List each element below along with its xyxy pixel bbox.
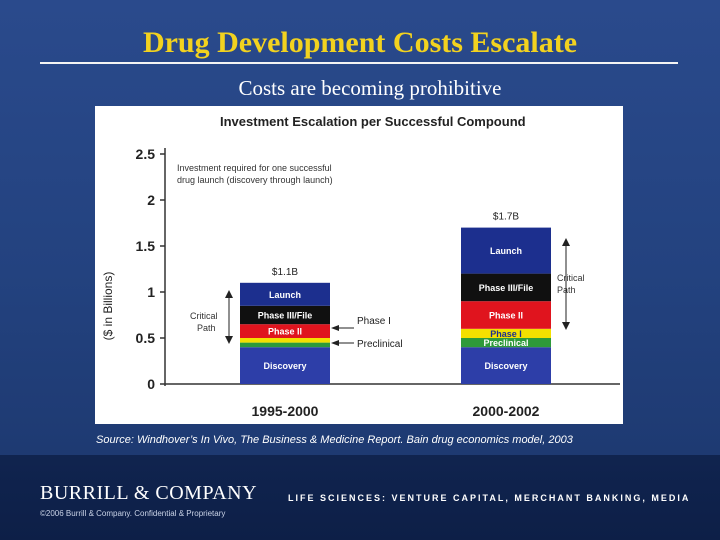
- bar-total-label: $1.1B: [272, 267, 298, 278]
- chart-title: Investment Escalation per Successful Com…: [220, 114, 526, 129]
- bar-segment-label: Phase III/File: [479, 283, 534, 293]
- y-tick-label: 2.5: [136, 146, 156, 162]
- bar-segment-phase-ii: [240, 324, 330, 338]
- x-category-label: 1995-2000: [252, 403, 319, 419]
- bar-segment-phase-i: [461, 328, 551, 338]
- x-category-label: 2000-2002: [473, 403, 540, 419]
- chart-panel: Investment Escalation per Successful Com…: [95, 106, 623, 424]
- bar-segment-preclinical: [240, 342, 330, 348]
- title-divider: [40, 62, 678, 64]
- bar-segment-label: Phase I: [490, 329, 522, 339]
- bar-segment-launch: [461, 227, 551, 274]
- arrow-head-down-right: [562, 322, 570, 330]
- bar-segment-launch: [240, 282, 330, 306]
- bar-segment-label: Phase II: [489, 311, 523, 321]
- y-tick-label: 2: [147, 192, 155, 208]
- footer-copyright: ©2006 Burrill & Company. Confidential & …: [40, 509, 226, 518]
- company-logo: BURRILL & COMPANY: [40, 482, 258, 504]
- arrow-head-down-left: [225, 336, 233, 344]
- y-tick-label: 1.5: [136, 238, 156, 254]
- investment-chart: Investment Escalation per Successful Com…: [101, 114, 620, 419]
- y-tick-label: 0: [147, 376, 155, 392]
- bar-segment-discovery: [461, 347, 551, 384]
- y-tick-label: 1: [147, 284, 155, 300]
- bar-segment-phase-i: [240, 338, 330, 343]
- bar-segment-label: Discovery: [484, 361, 527, 371]
- bar-segment-label: Phase III/File: [258, 311, 313, 321]
- bar-segment-preclinical: [461, 338, 551, 348]
- slide-subtitle: Costs are becoming prohibitive: [238, 76, 502, 100]
- y-tick-label: 0.5: [136, 330, 156, 346]
- critical-path-left-2: Path: [197, 323, 216, 333]
- bar-segment-label: Phase II: [268, 327, 302, 337]
- bar-segment-phase-iii-file: [240, 305, 330, 325]
- note-line-1: Investment required for one successful: [177, 163, 332, 173]
- arrow-head-up-right: [562, 238, 570, 246]
- bar-segment-label: Discovery: [263, 361, 306, 371]
- y-axis-label: ($ in Billions): [101, 272, 115, 341]
- bar-segment-phase-iii-file: [461, 273, 551, 302]
- bar-total-label: $1.7B: [493, 212, 519, 223]
- slide-title: Drug Development Costs Escalate: [142, 26, 578, 59]
- source-note: Source: Windhover’s In Vivo, The Busines…: [96, 434, 573, 446]
- arrow-head-up-left: [225, 290, 233, 298]
- bar-segment-phase-ii: [461, 301, 551, 329]
- critical-path-right-1: Critical: [557, 273, 585, 283]
- bar-segment-label: Preclinical: [483, 338, 528, 348]
- footer-band: [0, 455, 720, 540]
- bar-segment-label: Launch: [490, 246, 522, 256]
- phase1-callout-arrow: [331, 325, 339, 331]
- footer-tagline: LIFE SCIENCES: VENTURE CAPITAL, MERCHANT…: [288, 493, 691, 503]
- bar-segment-discovery: [240, 347, 330, 384]
- note-line-2: drug launch (discovery through launch): [177, 175, 333, 185]
- preclinical-callout-label: Preclinical: [357, 339, 403, 350]
- bar-segment-label: Launch: [269, 290, 301, 300]
- critical-path-left-1: Critical: [190, 311, 218, 321]
- preclinical-callout-arrow: [331, 340, 339, 346]
- phase1-callout-label: Phase I: [357, 316, 391, 327]
